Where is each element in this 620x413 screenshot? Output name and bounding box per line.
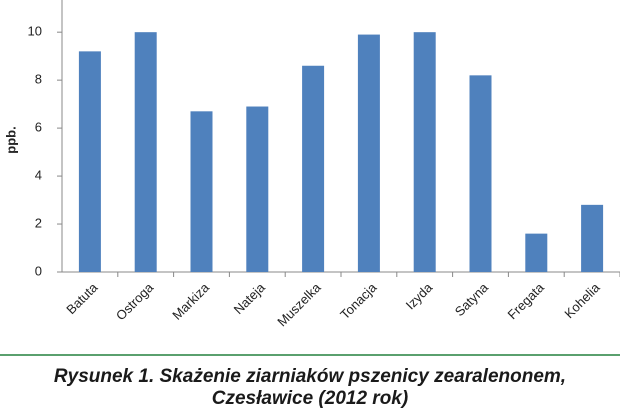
y-axis-label: ppb. [3,126,18,153]
x-tick-label: Nateja [231,279,269,317]
bar [78,51,101,273]
y-tick-label: 2 [35,215,42,230]
x-tick-label: Muszelka [274,279,324,329]
bar [190,111,213,273]
y-tick-label: 6 [35,120,42,135]
caption: Rysunek 1. Skażenie ziarniaków pszenicy … [54,366,566,387]
y-tick-label: 4 [35,168,42,183]
bar [302,65,325,272]
x-tick-label: Markiza [169,279,212,322]
caption: Czesławice (2012 rok) [212,388,408,409]
y-tick-label: 10 [28,24,42,39]
bar [525,233,548,272]
x-tick-label: Fregata [505,279,548,322]
bar [469,75,492,273]
bar [134,32,157,273]
x-tick-label: Kohelia [561,279,603,321]
y-tick-label: 8 [35,72,42,87]
x-tick-label: Ostroga [113,279,157,323]
x-tick-label: Tonacja [337,279,380,322]
x-tick-label: Izyda [403,279,436,312]
bar [357,34,380,272]
bar [246,106,269,272]
x-tick-label: Satyna [452,279,492,319]
bar [581,204,604,272]
x-tick-label: Batuta [63,279,101,317]
bar [413,32,436,273]
y-tick-label: 0 [35,263,42,278]
